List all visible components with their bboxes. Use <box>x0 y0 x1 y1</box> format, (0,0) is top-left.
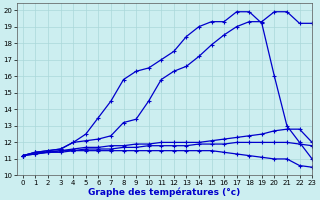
X-axis label: Graphe des températures (°c): Graphe des températures (°c) <box>88 187 241 197</box>
